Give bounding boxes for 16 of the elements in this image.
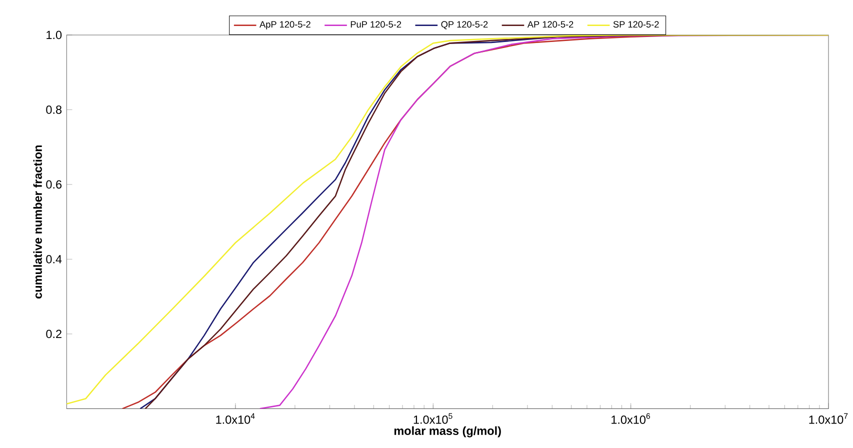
x-axis-title: molar mass (g/mol) xyxy=(394,426,501,438)
x-tick-label: 1.0x10$^{6}$ xyxy=(612,413,650,424)
y-tick-label: 0.6 xyxy=(46,180,62,189)
legend-label: QP 120-5-2 xyxy=(441,21,488,30)
legend-label: ApP 120-5-2 xyxy=(260,21,310,30)
y-tick-label: 0.4 xyxy=(46,255,62,264)
y-tick-label: 0.2 xyxy=(46,330,62,338)
y-tick-label: 1.0 xyxy=(46,30,62,40)
legend-label: SP 120-5-2 xyxy=(613,21,659,28)
legend-label: PuP 120-5-2 xyxy=(350,21,402,28)
y-tick-label: 0.8 xyxy=(46,106,62,114)
legend-label: AP 120-5-2 xyxy=(527,21,574,28)
x-tick-label: 1.0x10$^{5}$ xyxy=(414,413,452,424)
y-axis-title: cumulative number fraction xyxy=(33,145,42,299)
x-tick-label: 1.0x10$^{7}$ xyxy=(809,413,848,424)
x-tick-label: 1.0x10$^{4}$ xyxy=(216,413,255,424)
